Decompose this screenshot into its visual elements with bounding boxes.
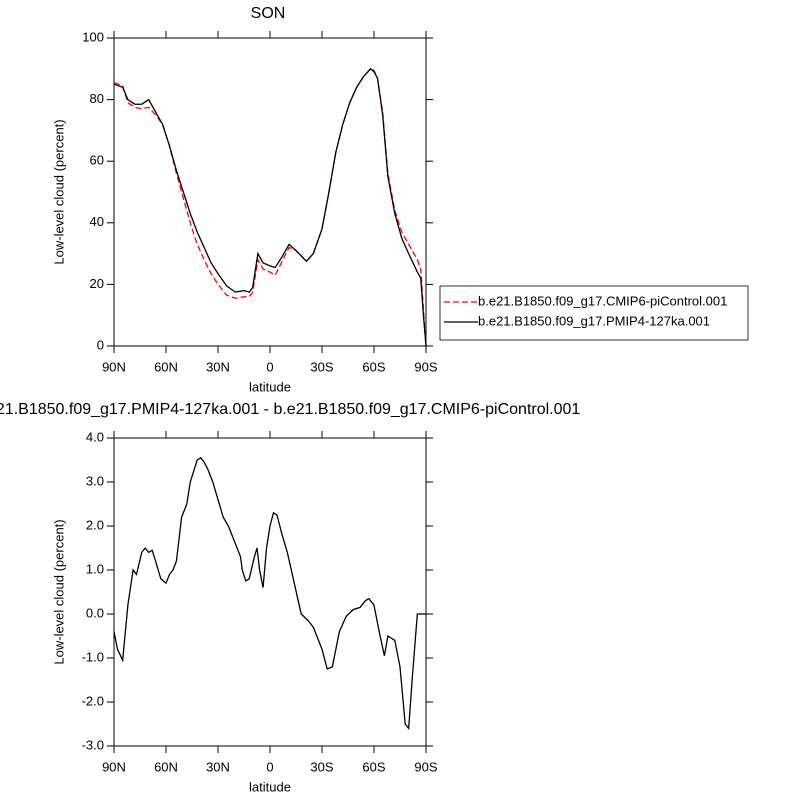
data-line bbox=[113, 67, 427, 347]
x-tick-label: 30N bbox=[206, 759, 230, 774]
legend-box bbox=[439, 285, 749, 341]
chart-title: b.e21.B1850.f09_g17.PMIP4-127ka.001 - b.… bbox=[0, 401, 580, 418]
y-tick-label: 100 bbox=[82, 29, 104, 44]
x-axis-label: latitude bbox=[249, 779, 291, 794]
y-tick-label: 0 bbox=[97, 337, 104, 352]
legend-label: b.e21.B1850.f09_g17.CMIP6-piControl.001 bbox=[478, 293, 727, 308]
x-axis-label: latitude bbox=[249, 379, 291, 394]
y-tick-label: 2.0 bbox=[86, 517, 104, 532]
y-tick-label: -2.0 bbox=[82, 693, 104, 708]
data-line bbox=[113, 456, 426, 731]
y-tick-label: -1.0 bbox=[82, 649, 104, 664]
x-tick-label: 30N bbox=[206, 359, 230, 374]
y-tick-label: 80 bbox=[90, 91, 104, 106]
y-axis-label: Low-level cloud (percent) bbox=[51, 519, 66, 664]
y-axis-label: Low-level cloud (percent) bbox=[51, 119, 66, 264]
y-tick-label: -3.0 bbox=[82, 737, 104, 752]
x-tick-label: 60N bbox=[154, 359, 178, 374]
x-tick-label: 0 bbox=[266, 359, 273, 374]
x-tick-label: 90N bbox=[102, 359, 126, 374]
x-tick-label: 90S bbox=[414, 359, 437, 374]
x-tick-label: 30S bbox=[310, 359, 333, 374]
legend-label: b.e21.B1850.f09_g17.PMIP4-127ka.001 bbox=[478, 313, 710, 328]
y-tick-label: 3.0 bbox=[86, 473, 104, 488]
x-tick-label: 60S bbox=[362, 759, 385, 774]
data-line bbox=[113, 68, 427, 347]
x-tick-label: 90N bbox=[102, 759, 126, 774]
x-tick-label: 60N bbox=[154, 759, 178, 774]
x-tick-label: 0 bbox=[266, 759, 273, 774]
y-tick-label: 40 bbox=[90, 214, 104, 229]
y-tick-label: 60 bbox=[90, 153, 104, 168]
plot-frame bbox=[113, 437, 427, 747]
y-tick-label: 0.0 bbox=[86, 605, 104, 620]
x-tick-label: 60S bbox=[362, 359, 385, 374]
y-tick-label: 20 bbox=[90, 276, 104, 291]
y-tick-label: 4.0 bbox=[86, 429, 104, 444]
chart-title: SON bbox=[251, 5, 286, 22]
x-tick-label: 30S bbox=[310, 759, 333, 774]
y-tick-label: 1.0 bbox=[86, 561, 104, 576]
plot-frame bbox=[113, 37, 427, 347]
x-tick-label: 90S bbox=[414, 759, 437, 774]
